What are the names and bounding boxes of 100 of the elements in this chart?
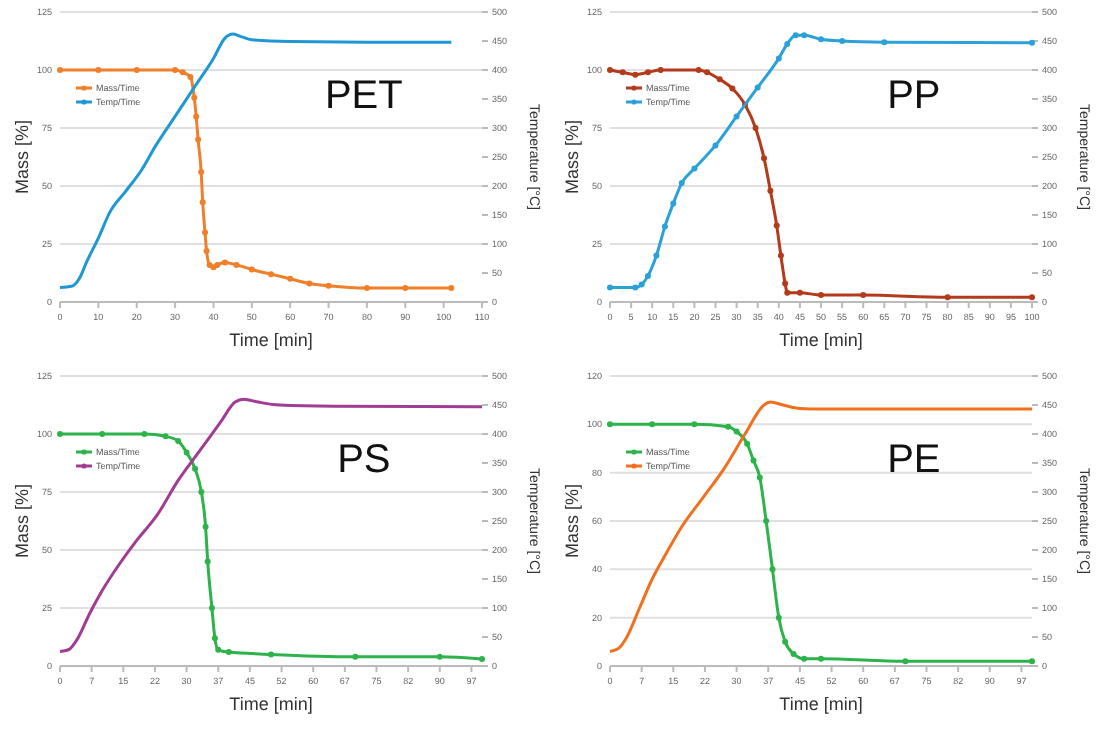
- point: [202, 229, 209, 236]
- point: [818, 36, 824, 43]
- point: [704, 69, 711, 76]
- point: [818, 655, 824, 662]
- y-axis-title: Mass [%]: [562, 119, 582, 195]
- point: [638, 281, 645, 288]
- text: PET: [324, 73, 403, 118]
- point: [784, 289, 791, 296]
- point: [670, 200, 677, 207]
- y-axis-title: Mass [%]: [12, 119, 32, 195]
- point: [306, 280, 313, 287]
- point: [248, 266, 255, 273]
- point: [784, 40, 791, 47]
- point: [733, 113, 740, 120]
- point: [198, 169, 205, 176]
- point: [790, 650, 797, 657]
- point: [657, 67, 664, 73]
- x-axis-title: Time [min]: [779, 330, 863, 350]
- point: [204, 558, 211, 565]
- line-series: [58, 32, 453, 289]
- point: [761, 155, 768, 162]
- x-axis-title: Time [min]: [229, 330, 313, 350]
- point: [221, 259, 228, 266]
- point: [756, 474, 763, 481]
- point: [187, 73, 194, 80]
- point: [183, 449, 190, 456]
- point: [607, 284, 613, 291]
- x-axis-title: Time [min]: [779, 694, 863, 714]
- point: [763, 518, 770, 524]
- point: [215, 646, 222, 653]
- point: [287, 275, 294, 282]
- x-axis-title: Time [min]: [229, 694, 313, 714]
- point: [725, 423, 732, 430]
- point: [695, 67, 702, 73]
- point: [211, 635, 218, 642]
- point: [691, 165, 698, 172]
- point: [619, 69, 626, 76]
- point: [744, 440, 751, 447]
- point: [632, 71, 639, 78]
- point: [729, 85, 736, 92]
- y-axis-title: Mass [%]: [12, 483, 32, 559]
- point: [733, 428, 740, 435]
- point: [607, 421, 613, 428]
- point: [796, 289, 803, 296]
- point: [202, 523, 209, 530]
- point: [777, 252, 784, 259]
- point: [233, 261, 240, 268]
- point: [775, 614, 782, 621]
- point: [57, 67, 63, 73]
- point: [448, 285, 455, 292]
- point: [767, 187, 774, 194]
- point: [902, 658, 909, 665]
- line-series: [58, 397, 484, 653]
- point: [653, 252, 660, 259]
- point: [141, 431, 148, 437]
- line-series: [57, 67, 455, 292]
- point: [881, 39, 888, 46]
- point: [162, 433, 169, 440]
- point: [175, 437, 182, 444]
- point: [782, 638, 789, 645]
- line-series: [607, 67, 1035, 301]
- point: [198, 489, 205, 495]
- point: [607, 67, 613, 73]
- point: [661, 223, 668, 230]
- point: [782, 280, 789, 287]
- point: [632, 284, 639, 291]
- point: [712, 142, 719, 149]
- line-series: [607, 32, 1035, 291]
- point: [268, 271, 274, 278]
- point: [352, 653, 359, 660]
- point: [203, 247, 210, 254]
- point: [775, 55, 782, 62]
- point: [716, 76, 723, 83]
- point: [773, 222, 780, 229]
- point: [193, 113, 200, 120]
- point: [944, 294, 951, 301]
- point: [792, 32, 799, 39]
- point: [179, 69, 186, 76]
- point: [752, 125, 759, 131]
- point: [678, 180, 685, 187]
- point: [436, 653, 443, 660]
- point: [199, 199, 206, 206]
- point: [754, 84, 761, 91]
- point: [644, 69, 651, 76]
- point: [191, 94, 198, 101]
- point: [268, 651, 274, 658]
- point: [769, 566, 776, 573]
- point: [192, 465, 199, 472]
- point: [750, 457, 757, 464]
- y-axis-title: Mass [%]: [562, 483, 582, 559]
- text: PS: [337, 437, 391, 482]
- point: [57, 431, 63, 437]
- point: [649, 421, 656, 428]
- point: [95, 67, 102, 73]
- point: [801, 655, 808, 662]
- point: [325, 282, 332, 289]
- text: PP: [887, 73, 941, 118]
- point: [195, 136, 202, 143]
- text: PE: [887, 437, 941, 482]
- point: [801, 32, 808, 39]
